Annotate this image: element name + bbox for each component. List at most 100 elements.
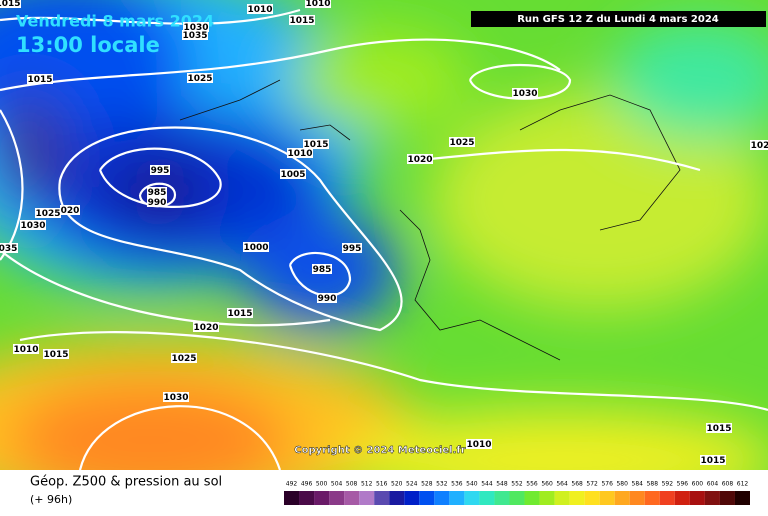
isobar-label-bg <box>466 439 492 449</box>
isobar-label-bg <box>407 154 433 164</box>
isobar-label: 1005 <box>280 170 305 180</box>
isobar-label-bg <box>287 148 313 158</box>
isobar-label-bg <box>163 392 189 402</box>
isobar-label-bg <box>147 187 167 197</box>
isobar-label-bg <box>305 0 331 8</box>
scale-label: 572 <box>586 481 598 488</box>
isobar-label: 1020 <box>193 323 218 333</box>
scale-swatch <box>539 491 555 505</box>
scale-swatch <box>674 491 690 505</box>
scale-label: 492 <box>286 481 298 488</box>
isobar-label-bg <box>13 344 39 354</box>
scale-swatch <box>584 491 600 505</box>
isobar-label-bg <box>247 4 273 14</box>
scale-label: 504 <box>331 481 343 488</box>
scale-swatch <box>434 491 450 505</box>
isobar-label-bg <box>20 220 46 230</box>
isobar-label-bg <box>280 169 306 179</box>
isobar-label: 1015 <box>303 140 328 150</box>
scale-label: 564 <box>556 481 568 488</box>
scale-label: 512 <box>361 481 373 488</box>
scale-swatch <box>479 491 495 505</box>
scale-label: 580 <box>616 481 628 488</box>
isobar-label-bg <box>150 165 170 175</box>
isobar-label: 985 <box>148 188 167 198</box>
scale-swatch <box>329 491 345 505</box>
scale-label: 604 <box>707 481 719 488</box>
isobar-label: 985 <box>313 265 332 275</box>
isobar-label: 1030 <box>163 393 188 403</box>
scale-label: 508 <box>346 481 358 488</box>
scale-swatch <box>359 491 375 505</box>
isobar-label-bg <box>35 208 61 218</box>
scale-label: 552 <box>511 481 523 488</box>
scale-label: 556 <box>526 481 538 488</box>
scale-swatch <box>344 491 360 505</box>
isobar-label-bg <box>187 73 213 83</box>
scale-label: 596 <box>677 481 689 488</box>
isobar-label: 1015 <box>706 424 731 434</box>
scale-swatch <box>614 491 630 505</box>
scale-swatch <box>509 491 525 505</box>
scale-label: 544 <box>481 481 493 488</box>
isobar-label-bg <box>706 423 732 433</box>
scale-swatch <box>689 491 705 505</box>
scale-label: 584 <box>632 481 644 488</box>
scale-label: 608 <box>722 481 734 488</box>
scale-swatch <box>494 491 510 505</box>
scale-label: 560 <box>541 481 553 488</box>
isobar-label: 1010 <box>247 5 272 15</box>
scale-label: 548 <box>496 481 508 488</box>
scale-label: 612 <box>737 481 749 488</box>
scale-swatch <box>314 491 330 505</box>
isobar-label-bg <box>0 0 21 8</box>
isobar-label: 1015 <box>0 0 21 9</box>
isobar-label: 1030 <box>183 23 208 33</box>
isobar-label-bg <box>147 197 167 207</box>
isobar-label-bg <box>342 243 362 253</box>
isobar-label: 1020 <box>407 155 432 165</box>
run-box <box>471 11 766 27</box>
isobar-label: 1010 <box>287 149 312 159</box>
isobar-label: 1010 <box>13 345 38 355</box>
scale-swatch <box>524 491 540 505</box>
scale-swatch <box>659 491 675 505</box>
isobar-label-bg <box>43 349 69 359</box>
scale-label: 588 <box>647 481 659 488</box>
isobar-label-bg <box>512 88 538 98</box>
isobar-label: 1025 <box>187 74 212 84</box>
date-label: Vendredi 8 mars 2024 <box>16 12 214 31</box>
isobar-label-bg <box>193 322 219 332</box>
scale-label: 496 <box>301 481 313 488</box>
scale-swatch <box>719 491 735 505</box>
scale-swatch <box>554 491 570 505</box>
isobar-label: 1025 <box>449 138 474 148</box>
scale-swatch <box>569 491 585 505</box>
isobar-label-bg <box>303 139 329 149</box>
scale-label: 532 <box>436 481 448 488</box>
isobar-label: 1000 <box>243 243 268 253</box>
isobar-label-bg <box>27 74 53 84</box>
scale-swatch <box>599 491 615 505</box>
run-label: Run GFS 12 Z du Lundi 4 mars 2024 <box>517 14 719 25</box>
scale-swatch <box>299 491 315 505</box>
copyright: Copyright © 2024 Meteociel.fr <box>294 445 465 456</box>
time-label: 13:00 locale <box>16 33 160 57</box>
legend-lead: (+ 96h) <box>30 493 72 506</box>
isobar-label: 035 <box>0 244 17 254</box>
isobar-label-bg <box>243 242 269 252</box>
scale-swatch <box>704 491 720 505</box>
isobar-label: 1025 <box>35 209 60 219</box>
isobar-label-bg <box>182 30 208 40</box>
isobar-label: 1025 <box>171 354 196 364</box>
isobar-label: 1030 <box>20 221 45 231</box>
scale-label: 520 <box>391 481 403 488</box>
isobar-label-bg <box>60 205 80 215</box>
scale-label: 500 <box>316 481 328 488</box>
isobar-label-bg <box>171 353 197 363</box>
isobar-label-bg <box>0 243 18 253</box>
isobar-label-bg <box>227 308 253 318</box>
isobar-label: 1015 <box>227 309 252 319</box>
scale-swatch <box>284 491 300 505</box>
